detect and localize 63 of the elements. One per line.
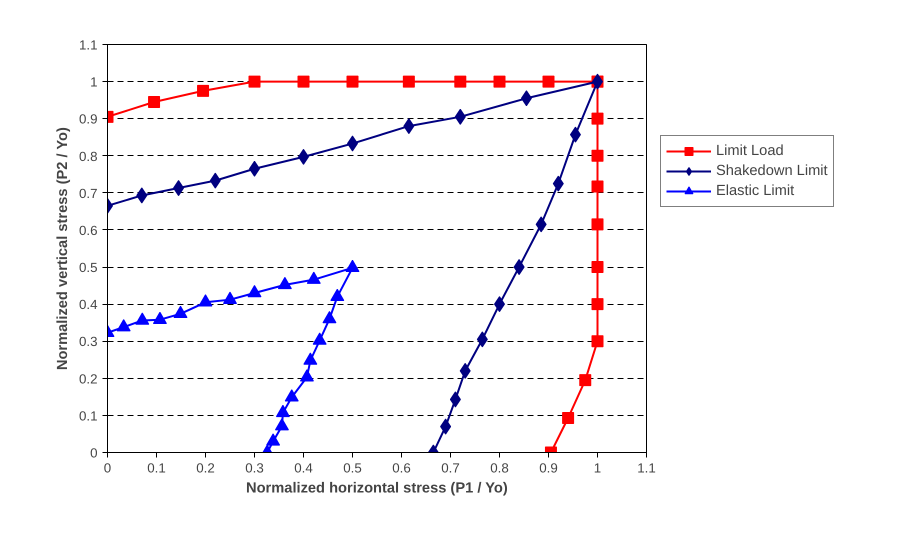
y-tick-label: 1 bbox=[90, 74, 98, 90]
point bbox=[592, 298, 604, 310]
point bbox=[494, 76, 506, 88]
point bbox=[148, 96, 160, 108]
y-tick-label: 0.8 bbox=[78, 148, 98, 164]
x-tick-label: 0.7 bbox=[441, 460, 460, 476]
x-tick-label: 0.1 bbox=[147, 460, 166, 476]
point bbox=[135, 312, 150, 325]
point bbox=[116, 319, 131, 332]
point bbox=[542, 76, 554, 88]
y-tick-label: 0.6 bbox=[78, 222, 98, 238]
y-tick-label: 0.7 bbox=[78, 186, 98, 201]
y-tick-label: 0.4 bbox=[78, 297, 98, 312]
point bbox=[306, 272, 321, 284]
point bbox=[223, 292, 237, 304]
point bbox=[454, 76, 466, 88]
point bbox=[592, 150, 604, 162]
point bbox=[284, 389, 299, 402]
point bbox=[592, 261, 604, 274]
x-tick-label: 0 bbox=[104, 460, 112, 476]
legend-label: Elastic Limit bbox=[716, 183, 794, 199]
point bbox=[592, 218, 604, 230]
point bbox=[592, 180, 604, 193]
point bbox=[346, 260, 360, 272]
x-tick-label: 0.8 bbox=[490, 460, 509, 476]
x-axis-title: Normalized horizontal stress (P1 / Yo) bbox=[246, 480, 508, 496]
legend-label: Shakedown Limit bbox=[716, 163, 828, 179]
y-tick-label: 0 bbox=[90, 446, 98, 460]
point bbox=[278, 276, 292, 290]
y-tick-label: 1.1 bbox=[78, 38, 98, 52]
point bbox=[198, 294, 212, 307]
point bbox=[276, 404, 290, 418]
point bbox=[152, 312, 167, 324]
y-axis-title: Normalized vertical stress (P2 / Yo) bbox=[54, 127, 71, 370]
y-tick-label: 0.1 bbox=[78, 408, 98, 424]
x-tick-label: 0.5 bbox=[343, 460, 362, 476]
point bbox=[312, 332, 327, 345]
point bbox=[298, 76, 310, 88]
x-tick-label: 1.1 bbox=[637, 460, 656, 476]
x-tick-label: 0.6 bbox=[392, 460, 411, 476]
x-tick-label: 0.2 bbox=[196, 460, 215, 476]
x-tick-label: 0.4 bbox=[294, 460, 314, 476]
y-tick-label: 0.5 bbox=[78, 260, 98, 276]
point bbox=[266, 433, 280, 446]
x-tick-label: 0.3 bbox=[245, 460, 264, 476]
y-tick-label: 0.3 bbox=[78, 334, 98, 350]
point bbox=[248, 76, 260, 88]
point bbox=[402, 76, 415, 88]
point bbox=[592, 112, 604, 125]
point bbox=[174, 306, 188, 318]
point bbox=[274, 418, 289, 430]
point bbox=[322, 310, 336, 324]
x-tick-label: 0.9 bbox=[539, 460, 558, 476]
y-tick-label: 0.9 bbox=[78, 112, 98, 127]
legend-label: Limit Load bbox=[716, 143, 784, 159]
y-tick-label: 0.2 bbox=[78, 371, 98, 386]
x-tick-label: 1 bbox=[594, 460, 602, 476]
point bbox=[248, 285, 262, 298]
point bbox=[346, 76, 358, 88]
point bbox=[300, 369, 314, 382]
point bbox=[303, 352, 318, 365]
point bbox=[330, 288, 344, 301]
point bbox=[197, 84, 210, 97]
